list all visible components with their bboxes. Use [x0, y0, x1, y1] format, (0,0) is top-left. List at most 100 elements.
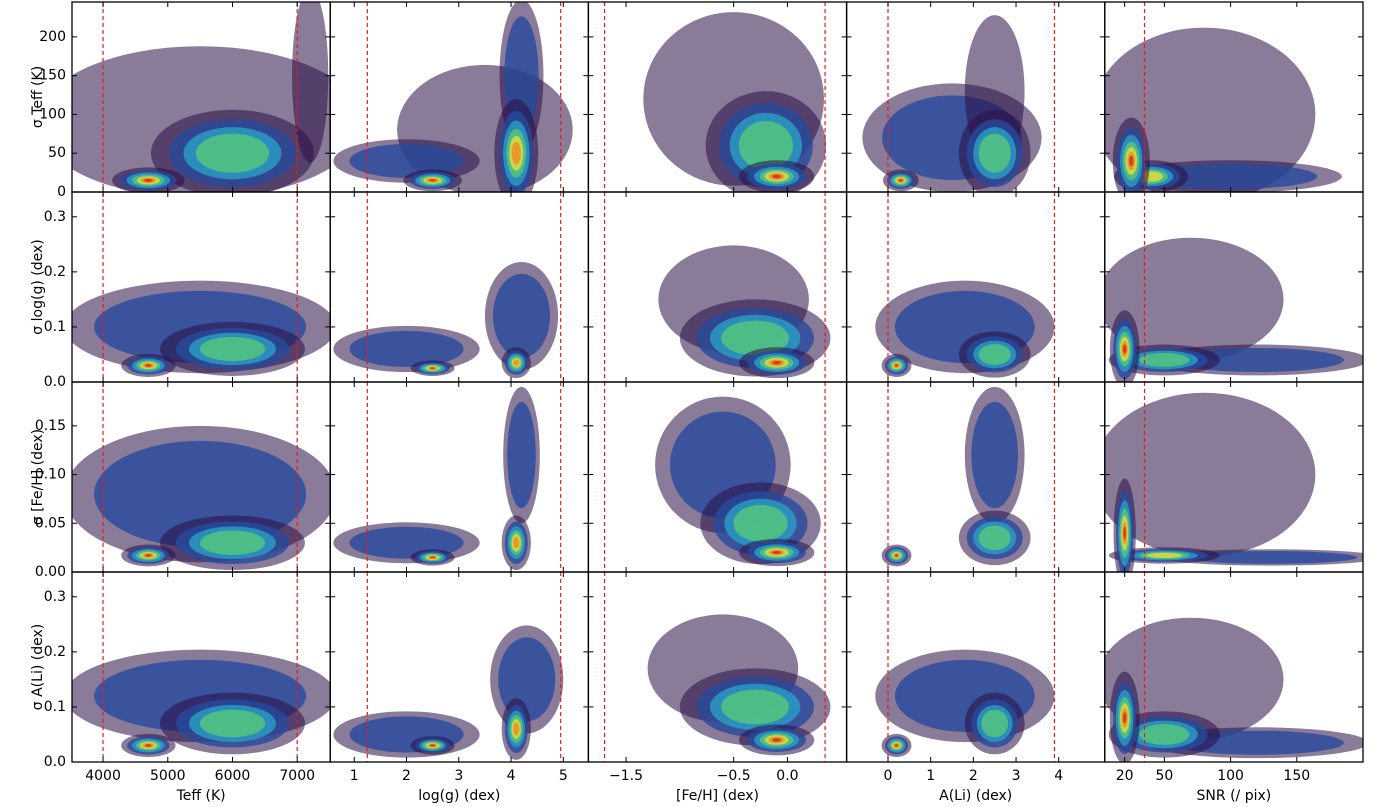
y-tick-label: 0.2 — [44, 644, 66, 660]
density-blob — [1139, 724, 1190, 745]
x-tick-label: 1 — [350, 768, 359, 784]
y-tick-label: 100 — [39, 106, 66, 122]
y-tick-label: 0.2 — [44, 264, 66, 280]
density-blob — [507, 401, 536, 509]
x-tick-label: 6000 — [215, 768, 251, 784]
panel — [658, 245, 831, 379]
x-tick-label: 100 — [1217, 768, 1244, 784]
density-blob — [898, 179, 903, 182]
density-blob — [349, 144, 464, 178]
x-tick-label: −0.5 — [717, 768, 751, 784]
panel — [1104, 617, 1364, 762]
x-tick-label: 20 — [1116, 768, 1134, 784]
density-blob — [199, 709, 266, 738]
density-blob — [349, 330, 464, 367]
density-blob — [894, 554, 899, 557]
y-tick-label: 50 — [48, 145, 66, 161]
y-tick-label: 200 — [39, 29, 66, 45]
x-tick-label: 3 — [454, 768, 463, 784]
y-tick-label: 0.0 — [44, 754, 66, 770]
density-blob — [144, 178, 153, 182]
density-blob — [292, 2, 329, 163]
x-tick-label: 4000 — [85, 768, 121, 784]
x-axis-label: log(g) (dex) — [418, 788, 500, 804]
density-blob — [1122, 344, 1127, 354]
density-blob — [145, 554, 152, 557]
y-axis-label: σ log(g) (dex) — [30, 239, 46, 334]
density-blob — [195, 133, 270, 173]
x-axis-label: Teff (K) — [176, 788, 226, 804]
y-tick-label: 0.1 — [44, 319, 66, 335]
y-tick-label: 0.00 — [35, 564, 66, 580]
density-blob — [1143, 163, 1318, 190]
density-blob — [1146, 552, 1183, 559]
y-tick-label: 150 — [39, 68, 66, 84]
y-tick-label: 0 — [57, 184, 66, 200]
density-blob — [513, 722, 520, 736]
panel — [72, 2, 331, 192]
density-blob — [1129, 155, 1134, 167]
density-blob — [772, 550, 782, 555]
x-tick-label: 2 — [969, 768, 978, 784]
panel-frame — [1104, 571, 1364, 763]
density-blob — [733, 504, 788, 542]
x-tick-label: 4 — [1054, 768, 1063, 784]
density-blob — [721, 320, 790, 356]
x-tick-label: 50 — [1155, 768, 1173, 784]
density-blob — [430, 744, 436, 747]
density-blob — [978, 133, 1011, 173]
density-blob — [511, 141, 521, 165]
y-tick-label: 0.3 — [44, 209, 66, 225]
density-blob — [1104, 392, 1316, 557]
x-tick-label: −1.5 — [609, 768, 643, 784]
y-tick-label: 0.0 — [44, 374, 66, 390]
density-blob — [513, 359, 520, 366]
density-blob — [1139, 353, 1190, 367]
panel — [875, 649, 1055, 758]
density-blob — [429, 179, 437, 182]
density-blob — [978, 525, 1011, 551]
density-blob — [981, 709, 1009, 738]
density-blob — [145, 744, 152, 747]
panel — [881, 386, 1031, 567]
density-blob — [738, 121, 794, 170]
y-axis-label: σ [Fe/H] (dex) — [30, 429, 46, 525]
density-blob — [1122, 712, 1127, 724]
density-blob — [894, 744, 899, 747]
panel — [875, 280, 1055, 378]
y-tick-label: 0.10 — [35, 467, 66, 483]
density-blob — [1104, 27, 1316, 192]
x-tick-label: 4 — [507, 768, 516, 784]
panel — [1104, 237, 1364, 382]
density-blob — [145, 364, 152, 367]
x-tick-label: 5 — [559, 768, 568, 784]
density-blob — [1104, 617, 1284, 742]
x-axis-label: A(Li) (dex) — [939, 788, 1012, 804]
y-tick-label: 0.1 — [44, 699, 66, 715]
density-blob — [978, 344, 1011, 365]
x-tick-label: 150 — [1283, 768, 1310, 784]
panel — [333, 625, 564, 760]
x-tick-label: 3 — [1012, 768, 1021, 784]
x-tick-label: 5000 — [150, 768, 186, 784]
panel — [862, 15, 1042, 192]
panel — [647, 614, 831, 756]
density-blob — [199, 530, 266, 556]
panel — [655, 396, 821, 567]
density-blob — [199, 336, 266, 362]
x-tick-label: 0 — [884, 768, 893, 784]
density-blob — [430, 556, 436, 559]
panel — [72, 280, 331, 378]
y-tick-label: 0.15 — [35, 418, 66, 434]
x-axis-label: SNR (/ pix) — [1197, 788, 1272, 804]
x-tick-label: 7000 — [279, 768, 315, 784]
panel — [333, 2, 573, 192]
density-blob — [1104, 237, 1284, 362]
density-blob — [513, 537, 520, 549]
density-blob — [772, 738, 782, 742]
density-blob — [772, 360, 782, 365]
panel — [1104, 27, 1342, 192]
density-blob — [1183, 551, 1358, 564]
panel — [1104, 392, 1364, 572]
y-tick-label: 0.3 — [44, 589, 66, 605]
